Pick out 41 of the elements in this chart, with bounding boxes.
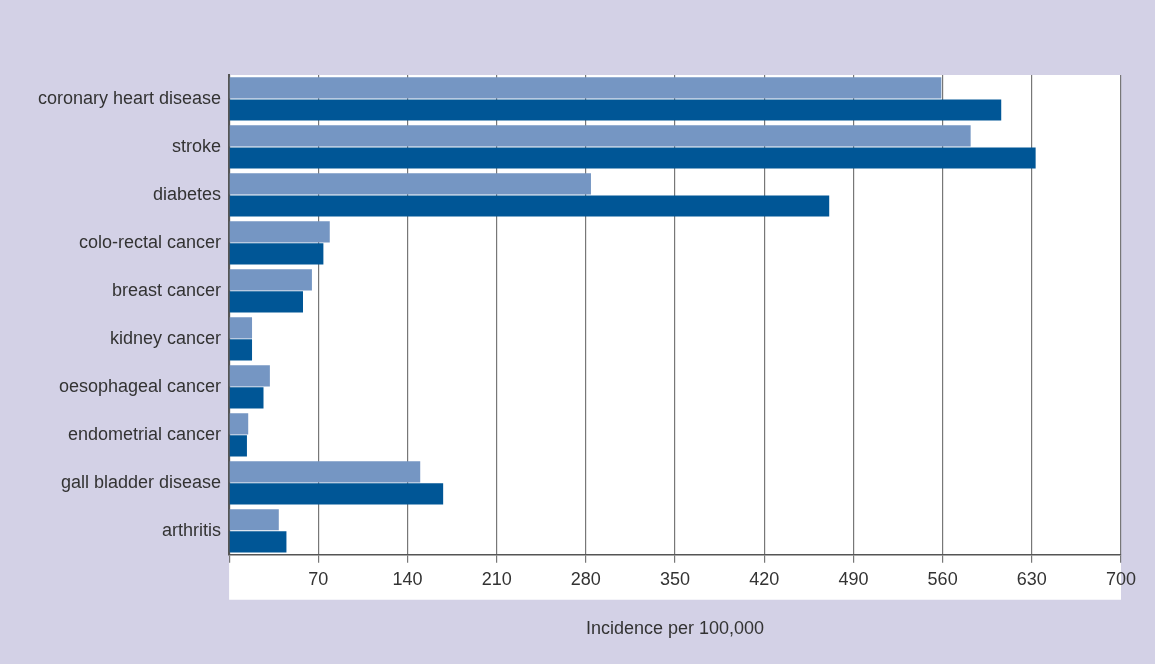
bar [229,413,249,435]
bar [229,483,444,505]
x-axis-title: Incidence per 100,000 [585,618,765,639]
y-tick-label: kidney cancer [110,327,222,348]
bar [229,221,330,243]
y-tick-label: endometrial cancer [68,423,222,444]
bar [229,99,1002,121]
y-tick-label: breast cancer [112,279,222,300]
x-tick-label: 70 [308,568,329,589]
x-tick-label: 210 [481,568,512,589]
x-tick-label: 490 [838,568,869,589]
y-tick-label: colo-rectal cancer [79,231,222,252]
bar [229,173,591,195]
bar [229,509,279,531]
bar [229,77,942,99]
x-tick-label: 560 [927,568,958,589]
bar [229,147,1036,169]
bar [229,317,253,339]
bar [229,531,287,553]
bar [229,387,264,409]
x-tick-label: 700 [1105,568,1137,589]
x-tick-label: 280 [570,568,601,589]
y-tick-label: diabetes [153,183,222,204]
bar [229,291,303,313]
bar [229,243,324,265]
y-tick-label: oesophageal cancer [58,375,222,396]
y-tick-label: arthritis [162,519,222,540]
bar [229,195,830,217]
bar [229,461,421,483]
x-tick-label: 140 [392,568,423,589]
bar [229,339,253,361]
y-tick-label: stroke [172,135,222,156]
x-tick-label: 350 [660,568,691,589]
y-tick-label: gall bladder disease [60,471,222,492]
y-tick-label: coronary heart disease [37,87,222,108]
bar [229,269,312,291]
x-tick-label: 420 [749,568,780,589]
bar [229,435,247,457]
bar [229,125,971,147]
x-tick-label: 630 [1016,568,1047,589]
bar [229,365,270,387]
